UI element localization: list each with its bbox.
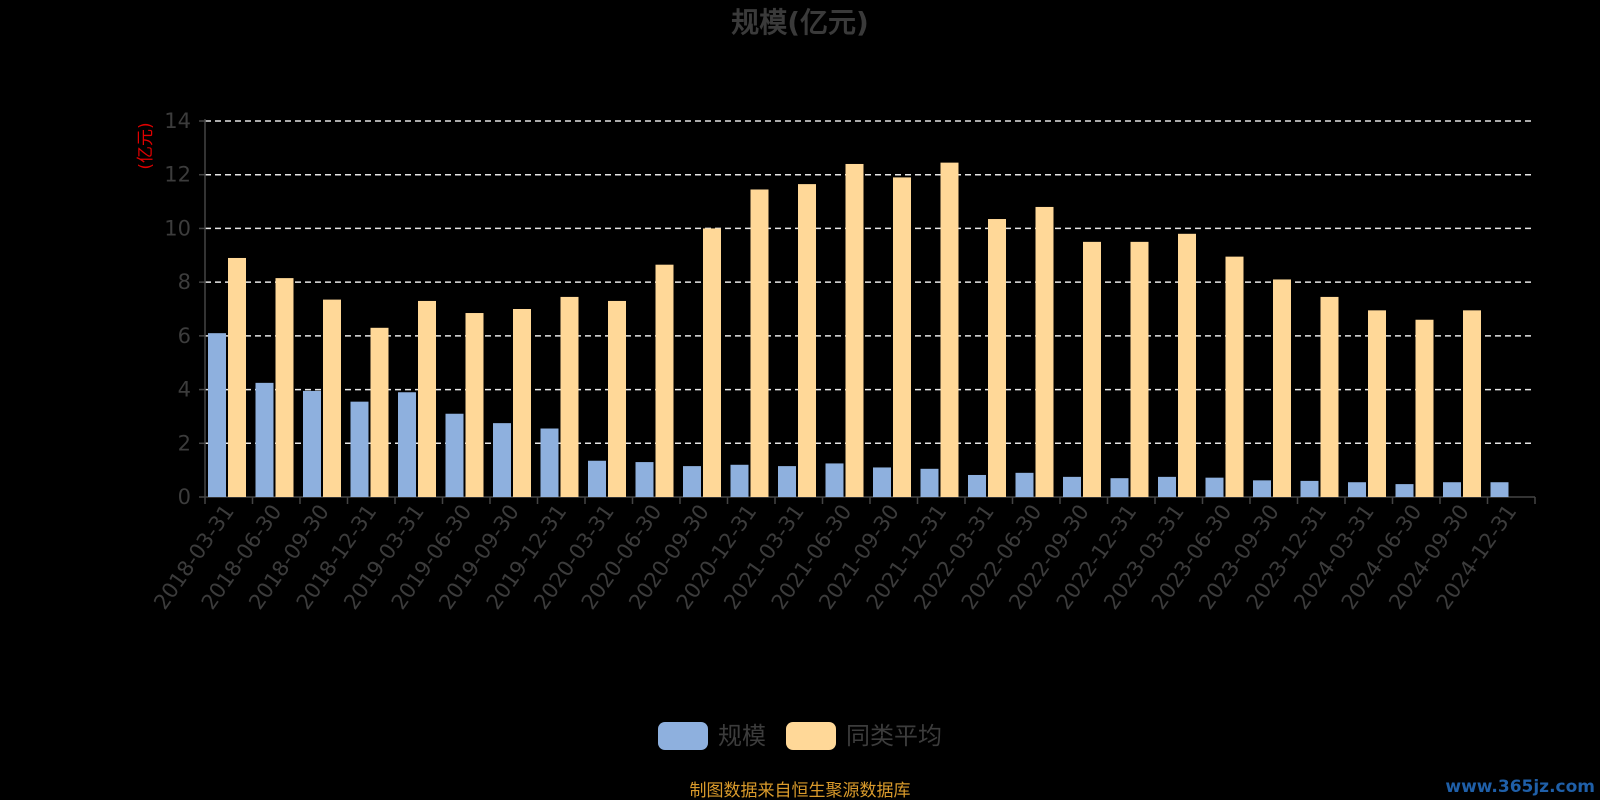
y-tick-label-0: 0 — [178, 485, 191, 509]
bar-scale-2023-03-31[interactable] — [1158, 476, 1176, 497]
bar-scale-2021-03-31[interactable] — [778, 466, 796, 497]
bar-scale-2023-09-30[interactable] — [1253, 480, 1271, 497]
legend-label-peer-average: 同类平均 — [846, 722, 942, 750]
watermark-logo[interactable]: www.365jz.com — [1445, 777, 1595, 797]
bar-scale-2024-12-31[interactable] — [1490, 482, 1509, 497]
bar-peer-average-2020-06-30[interactable] — [655, 264, 674, 497]
y-tick-label-14: 14 — [164, 109, 191, 133]
bar-peer-average-2021-06-30[interactable] — [845, 163, 864, 497]
bar-scale-2023-12-31[interactable] — [1300, 480, 1319, 497]
bars — [208, 162, 1509, 498]
bar-scale-2018-06-30[interactable] — [255, 382, 274, 497]
bar-peer-average-2021-12-31[interactable] — [940, 162, 959, 497]
bar-scale-2024-09-30[interactable] — [1443, 482, 1461, 497]
legend-label-scale: 规模 — [718, 722, 766, 750]
legend-item-peer-average[interactable]: 同类平均 — [786, 722, 942, 750]
bar-scale-2021-12-31[interactable] — [920, 468, 939, 497]
data-source-note: 制图数据来自恒生聚源数据库 — [690, 781, 911, 800]
x-tick-labels: 2018-03-312018-06-302018-09-302018-12-31… — [149, 500, 1521, 614]
bar-peer-average-2018-06-30[interactable] — [275, 278, 294, 497]
y-tick-label-10: 10 — [164, 216, 191, 240]
bar-scale-2022-06-30[interactable] — [1015, 472, 1034, 497]
bar-peer-average-2022-06-30[interactable] — [1035, 206, 1054, 497]
bar-peer-average-2024-03-31[interactable] — [1368, 310, 1386, 497]
legend-swatch-peer-average — [786, 722, 836, 750]
bar-peer-average-2020-09-30[interactable] — [703, 228, 721, 497]
bar-peer-average-2022-09-30[interactable] — [1083, 241, 1101, 497]
bar-peer-average-2020-12-31[interactable] — [750, 189, 769, 497]
bar-peer-average-2024-09-30[interactable] — [1463, 310, 1481, 497]
legend-item-scale[interactable]: 规模 — [658, 722, 766, 750]
bar-scale-2020-03-31[interactable] — [588, 460, 606, 497]
bar-peer-average-2018-12-31[interactable] — [370, 327, 389, 497]
bar-scale-2024-06-30[interactable] — [1395, 484, 1414, 497]
bar-scale-2020-09-30[interactable] — [683, 466, 701, 497]
bar-scale-2021-09-30[interactable] — [873, 467, 891, 497]
bar-peer-average-2022-12-31[interactable] — [1130, 241, 1149, 497]
bar-peer-average-2021-03-31[interactable] — [798, 184, 816, 497]
bar-scale-2020-12-31[interactable] — [730, 464, 749, 497]
bar-scale-2018-12-31[interactable] — [350, 401, 369, 497]
bar-scale-2020-06-30[interactable] — [635, 462, 654, 497]
bar-peer-average-2020-03-31[interactable] — [608, 300, 626, 497]
y-tick-label-12: 12 — [164, 163, 191, 187]
y-tick-labels: 0 2 4 6 8 10 12 14 — [164, 109, 191, 509]
bar-scale-2024-03-31[interactable] — [1348, 482, 1366, 497]
bar-peer-average-2023-12-31[interactable] — [1320, 296, 1339, 497]
bar-peer-average-2019-06-30[interactable] — [465, 313, 484, 497]
y-tick-label-2: 2 — [178, 431, 191, 455]
bar-scale-2019-03-31[interactable] — [398, 392, 416, 497]
bar-peer-average-2019-09-30[interactable] — [513, 309, 531, 497]
bar-peer-average-2024-06-30[interactable] — [1415, 319, 1434, 497]
bar-peer-average-2019-12-31[interactable] — [560, 296, 579, 497]
bar-scale-2018-09-30[interactable] — [303, 390, 321, 497]
bar-peer-average-2018-09-30[interactable] — [323, 299, 341, 497]
legend-swatch-scale — [658, 722, 708, 750]
bar-scale-2019-09-30[interactable] — [493, 423, 511, 497]
bar-scale-2023-06-30[interactable] — [1205, 477, 1224, 497]
bar-peer-average-2021-09-30[interactable] — [893, 177, 911, 497]
y-axis-unit-label: (亿元) — [136, 122, 156, 169]
chart-title: 规模(亿元) — [731, 6, 869, 39]
bar-peer-average-2019-03-31[interactable] — [418, 300, 436, 497]
bar-scale-2022-09-30[interactable] — [1063, 476, 1081, 497]
bar-scale-2022-03-31[interactable] — [968, 474, 986, 497]
bar-scale-2019-12-31[interactable] — [540, 428, 559, 497]
bar-peer-average-2023-09-30[interactable] — [1273, 279, 1291, 497]
bar-peer-average-2022-03-31[interactable] — [988, 219, 1006, 497]
bar-peer-average-2018-03-31[interactable] — [228, 257, 246, 497]
y-tick-label-4: 4 — [178, 378, 191, 402]
bar-scale-2019-06-30[interactable] — [445, 413, 464, 497]
y-tick-label-8: 8 — [178, 270, 191, 294]
bar-scale-2022-12-31[interactable] — [1110, 478, 1129, 497]
bar-peer-average-2023-06-30[interactable] — [1225, 256, 1244, 497]
bar-peer-average-2023-03-31[interactable] — [1178, 233, 1196, 498]
bar-scale-2018-03-31[interactable] — [208, 333, 226, 497]
bar-scale-2021-06-30[interactable] — [825, 463, 844, 497]
y-tick-label-6: 6 — [178, 324, 191, 348]
legend[interactable]: 规模 同类平均 — [658, 722, 942, 750]
